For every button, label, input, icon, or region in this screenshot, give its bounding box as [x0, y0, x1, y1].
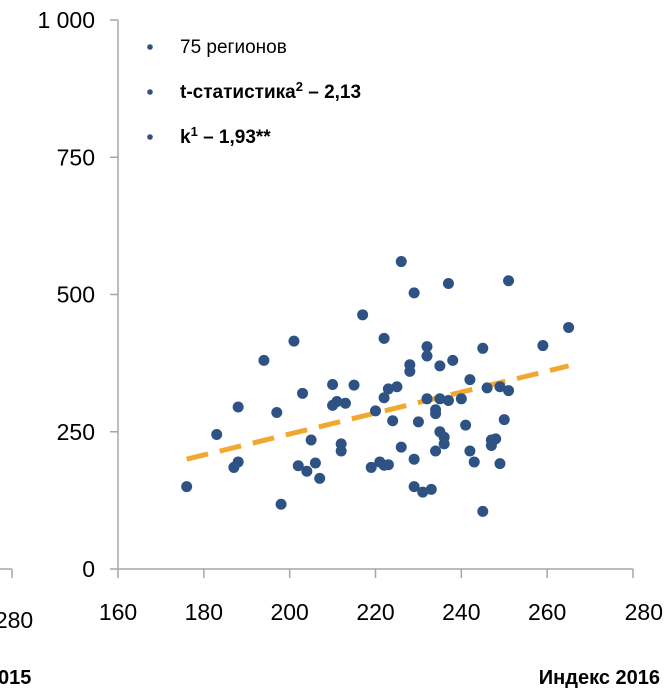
data-point: [391, 381, 403, 393]
data-point: [288, 335, 300, 347]
data-point: [434, 393, 446, 405]
data-point: [309, 457, 321, 469]
x-tick-label: 200: [270, 599, 308, 625]
data-point: [327, 379, 339, 391]
data-point: [301, 465, 313, 477]
data-point: [447, 354, 459, 366]
data-point: [211, 428, 223, 440]
y-tick-label: 750: [57, 144, 95, 170]
data-point: [477, 342, 489, 354]
legend-entry: k1 – 1,93**: [180, 124, 271, 148]
x-tick-label: 260: [528, 599, 566, 625]
data-point: [442, 278, 454, 290]
data-point: [395, 256, 407, 268]
data-point: [378, 392, 390, 404]
data-point: [503, 275, 515, 287]
x-ticks: 160 180 200 220 240 260 280: [99, 569, 663, 625]
data-point: [481, 382, 493, 394]
data-point: [339, 397, 351, 409]
data-point: [370, 405, 381, 417]
left-fragment-title: 015: [0, 667, 31, 689]
data-point: [455, 393, 467, 405]
data-point: [271, 407, 283, 419]
data-point: [382, 459, 394, 471]
data-point: [442, 394, 454, 406]
data-point: [275, 498, 287, 510]
data-point: [430, 408, 442, 420]
data-point: [382, 383, 394, 395]
y-tick-label: 500: [57, 282, 95, 308]
legend-bullet: [147, 44, 153, 50]
legend-entry: t-статистика2 – 2,13: [180, 79, 361, 103]
data-point: [335, 438, 347, 450]
data-point: [348, 379, 360, 391]
trend-line: [186, 363, 570, 462]
data-point: [365, 461, 377, 473]
data-point: [438, 431, 450, 443]
y-tick-label: 0: [82, 556, 95, 582]
data-point: [421, 393, 433, 405]
data-point: [378, 332, 390, 344]
data-point: [468, 456, 480, 468]
data-point: [503, 385, 515, 397]
data-point: [460, 419, 472, 431]
data-point: [412, 416, 424, 428]
data-point: [297, 387, 309, 399]
left-fragment: 280 015: [0, 568, 33, 689]
data-point: [395, 441, 407, 453]
data-point: [494, 458, 506, 470]
data-point: [408, 453, 420, 465]
legend: 75 регионов t-статистика2 – 2,13 k1 – 1,93…: [147, 37, 361, 148]
left-fragment-tick-label: 280: [0, 607, 33, 633]
data-point: [494, 381, 506, 393]
data-point: [417, 486, 429, 498]
x-tick-label: 160: [99, 599, 137, 625]
data-point: [477, 505, 489, 517]
data-point: [404, 359, 416, 371]
data-point: [357, 309, 369, 321]
y-ticks: 0 250 500 750 1 000: [37, 7, 118, 582]
data-point: [181, 481, 193, 493]
data-point: [408, 481, 420, 493]
data-point: [425, 483, 437, 495]
data-point: [314, 472, 326, 484]
data-point: [387, 415, 399, 427]
data-point: [292, 460, 304, 472]
data-points: [181, 256, 575, 517]
y-tick-label: 250: [57, 419, 95, 445]
data-point: [498, 414, 510, 426]
data-point: [421, 350, 433, 362]
data-point: [421, 341, 433, 353]
data-point: [258, 354, 270, 366]
data-point: [490, 433, 502, 445]
x-tick-label: 280: [625, 599, 663, 625]
legend-entry: 75 регионов: [180, 37, 287, 58]
data-point: [232, 401, 244, 413]
data-point: [430, 445, 442, 457]
data-point: [464, 445, 476, 457]
data-point: [331, 396, 343, 408]
data-point: [537, 340, 549, 352]
x-tick-label: 220: [356, 599, 394, 625]
x-tick-label: 180: [185, 599, 223, 625]
data-point: [563, 321, 575, 333]
x-axis-title: Индекс 2016: [539, 667, 660, 689]
data-point: [408, 287, 420, 299]
data-point: [232, 456, 244, 468]
legend-bullet: [147, 134, 153, 140]
legend-bullet: [147, 89, 153, 95]
x-tick-label: 240: [442, 599, 480, 625]
data-point: [305, 434, 317, 446]
data-point: [434, 360, 446, 372]
data-point: [464, 374, 476, 386]
y-tick-label: 1 000: [37, 7, 95, 33]
